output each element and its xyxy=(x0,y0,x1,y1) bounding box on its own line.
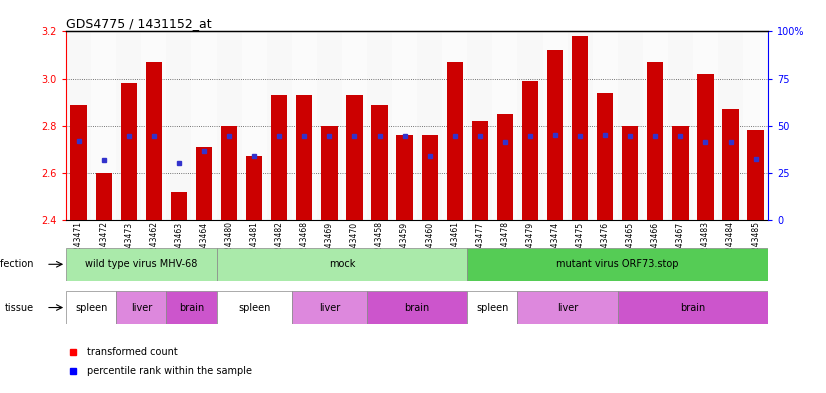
Bar xyxy=(392,31,417,220)
Bar xyxy=(116,291,166,324)
Bar xyxy=(246,156,263,220)
Bar xyxy=(567,31,593,220)
Bar xyxy=(517,31,543,220)
Bar xyxy=(66,291,116,324)
Bar xyxy=(743,31,768,220)
Bar xyxy=(66,248,216,281)
Bar xyxy=(216,31,241,220)
Text: brain: brain xyxy=(681,303,705,312)
Bar xyxy=(648,62,663,220)
Bar xyxy=(141,31,166,220)
Text: brain: brain xyxy=(179,303,204,312)
Text: GDS4775 / 1431152_at: GDS4775 / 1431152_at xyxy=(66,17,211,30)
Bar xyxy=(267,31,292,220)
Bar xyxy=(572,36,588,220)
Bar xyxy=(196,147,212,220)
Bar xyxy=(121,83,137,220)
Bar xyxy=(593,31,618,220)
Bar xyxy=(543,31,567,220)
Bar xyxy=(517,291,618,324)
Bar xyxy=(216,291,292,324)
Bar xyxy=(292,291,367,324)
Bar xyxy=(116,31,141,220)
Text: transformed count: transformed count xyxy=(88,347,178,357)
Bar xyxy=(693,31,718,220)
Bar xyxy=(618,291,768,324)
Bar xyxy=(367,291,468,324)
Text: liver: liver xyxy=(319,303,340,312)
Bar xyxy=(748,130,764,220)
Bar xyxy=(292,31,317,220)
Bar xyxy=(472,121,488,220)
Text: mutant virus ORF73.stop: mutant virus ORF73.stop xyxy=(557,259,679,269)
Bar xyxy=(192,31,216,220)
Text: infection: infection xyxy=(0,259,34,269)
Bar xyxy=(297,95,312,220)
Bar xyxy=(468,31,492,220)
Bar xyxy=(91,31,116,220)
Text: liver: liver xyxy=(131,303,152,312)
Bar xyxy=(166,31,192,220)
Text: spleen: spleen xyxy=(75,303,107,312)
Bar xyxy=(522,81,538,220)
Bar xyxy=(70,105,87,220)
Text: brain: brain xyxy=(405,303,430,312)
Bar xyxy=(166,291,216,324)
Bar xyxy=(221,126,237,220)
Bar xyxy=(396,135,413,220)
Bar xyxy=(216,248,468,281)
Bar xyxy=(447,62,463,220)
Text: spleen: spleen xyxy=(238,303,270,312)
Text: mock: mock xyxy=(329,259,355,269)
Bar xyxy=(442,31,468,220)
Bar xyxy=(417,31,442,220)
Bar xyxy=(718,31,743,220)
Text: wild type virus MHV-68: wild type virus MHV-68 xyxy=(85,259,197,269)
Text: tissue: tissue xyxy=(4,303,34,312)
Bar xyxy=(421,135,438,220)
Bar xyxy=(145,62,162,220)
Bar xyxy=(468,248,768,281)
Bar xyxy=(342,31,367,220)
Bar xyxy=(171,192,187,220)
Bar xyxy=(66,31,91,220)
Bar xyxy=(321,126,338,220)
Bar xyxy=(271,95,287,220)
Bar xyxy=(346,95,363,220)
Bar xyxy=(372,105,387,220)
Bar xyxy=(492,31,517,220)
Bar xyxy=(723,109,738,220)
Bar xyxy=(496,114,513,220)
Bar xyxy=(668,31,693,220)
Bar xyxy=(367,31,392,220)
Bar xyxy=(96,173,112,220)
Bar xyxy=(468,291,517,324)
Text: percentile rank within the sample: percentile rank within the sample xyxy=(88,366,252,376)
Bar xyxy=(618,31,643,220)
Bar xyxy=(643,31,668,220)
Bar xyxy=(241,31,267,220)
Bar xyxy=(317,31,342,220)
Bar xyxy=(597,93,614,220)
Bar xyxy=(547,50,563,220)
Text: spleen: spleen xyxy=(476,303,509,312)
Bar xyxy=(697,74,714,220)
Bar xyxy=(622,126,638,220)
Bar xyxy=(672,126,689,220)
Text: liver: liver xyxy=(557,303,578,312)
